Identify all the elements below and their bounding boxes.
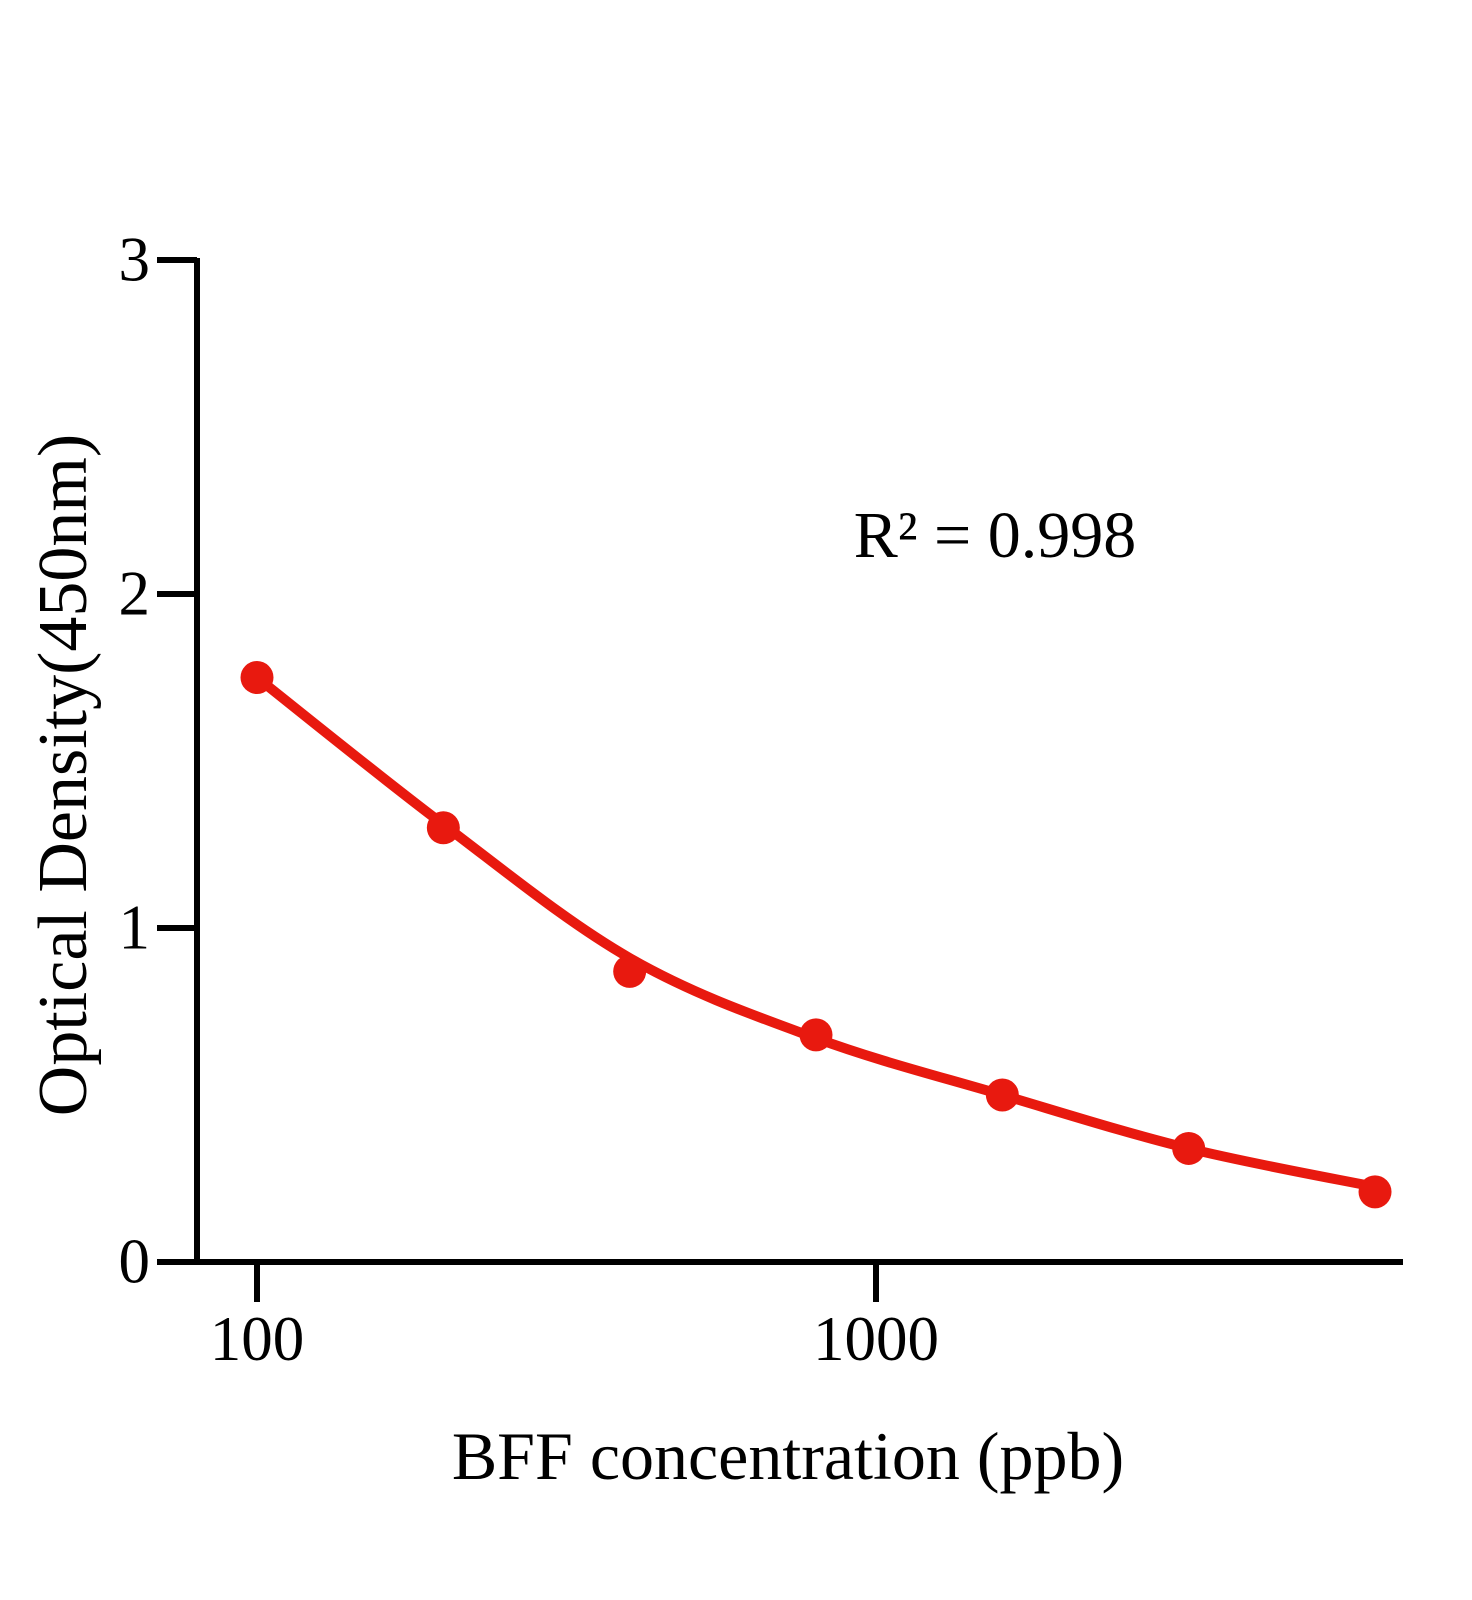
data-point xyxy=(1358,1175,1392,1209)
x-tick-label: 1000 xyxy=(813,1304,939,1374)
data-point xyxy=(985,1078,1019,1112)
y-axis-title: Optical Density(450nm) xyxy=(25,433,102,1117)
y-tick-label: 3 xyxy=(118,224,151,295)
data-point xyxy=(1172,1131,1206,1165)
fit-curve xyxy=(252,672,1381,1192)
r-squared-annotation: R² = 0.998 xyxy=(853,499,1137,572)
y-tick-label: 0 xyxy=(118,1226,151,1297)
data-point xyxy=(426,811,460,845)
x-tick-label: 100 xyxy=(209,1304,305,1374)
data-point xyxy=(240,661,274,694)
x-axis-title: BFF concentration (ppb) xyxy=(451,1418,1125,1494)
y-tick-label: 2 xyxy=(118,558,151,629)
data-point xyxy=(799,1018,833,1052)
y-tick-label: 1 xyxy=(118,892,151,963)
data-point xyxy=(613,954,647,988)
